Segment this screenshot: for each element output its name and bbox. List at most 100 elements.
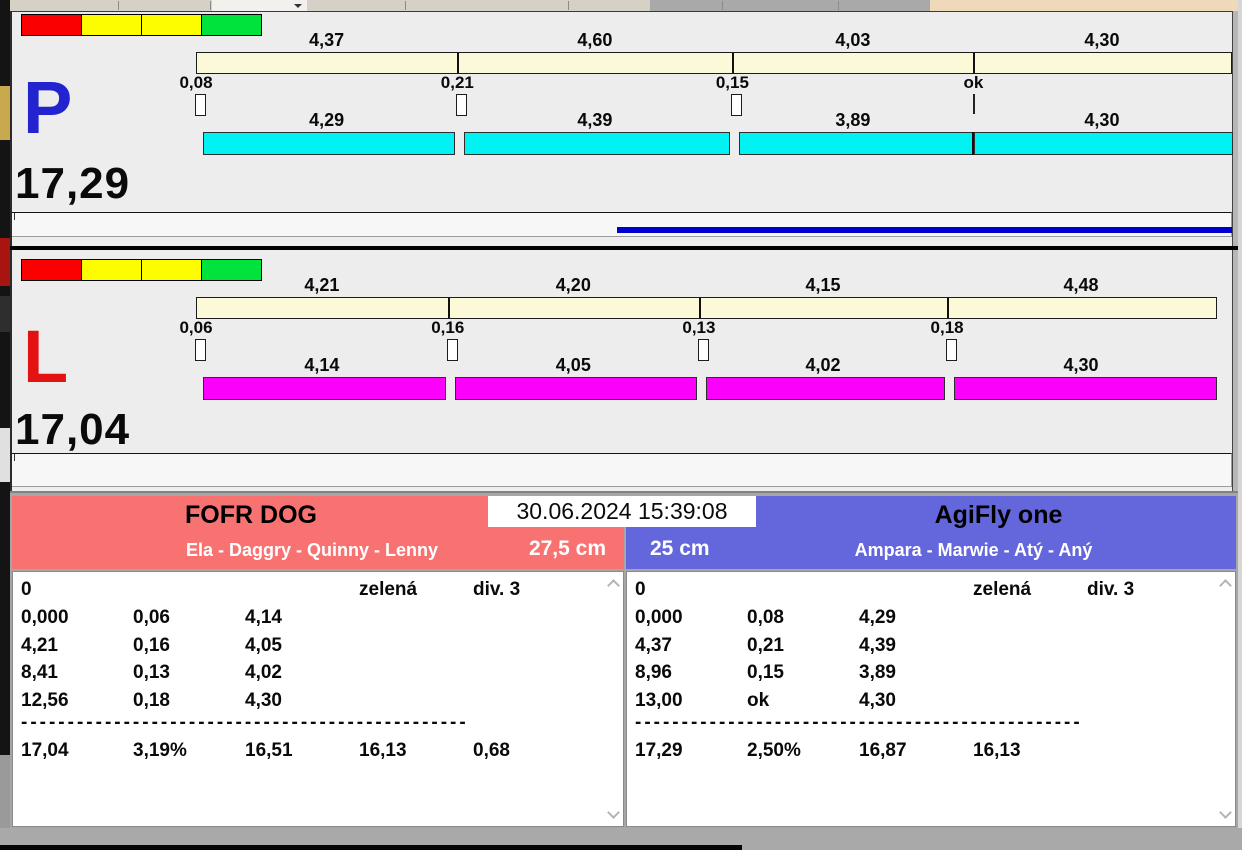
log-cell: 4,29	[859, 607, 896, 628]
split-time-label: 4,30	[1063, 355, 1099, 375]
lane-letter: P	[23, 66, 73, 149]
changeover-marker	[731, 94, 743, 116]
log-cell: 4,14	[245, 607, 282, 628]
status-light	[201, 14, 262, 36]
log-cell: 0,000	[635, 607, 683, 628]
background-window-edge	[0, 0, 10, 850]
datetime-display: 30.06.2024 15:39:08	[488, 496, 756, 527]
status-lights	[21, 259, 262, 281]
changeover-time-label: 0,18	[930, 318, 964, 337]
toolbar-separator	[118, 1, 119, 10]
log-cell: 0,18	[133, 689, 170, 711]
status-light	[201, 259, 262, 281]
toolbar-separator	[722, 1, 723, 10]
scroll-down-icon[interactable]	[607, 806, 620, 819]
changeover-marker	[946, 339, 958, 361]
toolbar-segment	[650, 0, 930, 11]
log-cell: 0,000	[21, 607, 69, 628]
timeline-strip	[12, 453, 1232, 487]
split-bar-divider	[972, 132, 975, 155]
total-time: 17,29	[15, 159, 131, 208]
team-members: Ela - Daggry - Quinny - Lenny	[185, 540, 439, 560]
split-time-label: 3,89	[835, 110, 871, 130]
log-summary-cell: 16,13	[973, 740, 1021, 761]
run-panel-p: P 4,37 4,60 4,03 4,30 0,08 0,21 0,15 ok 4,29 4,…	[10, 11, 1238, 246]
log-cell: 0,21	[747, 634, 784, 656]
strip-tick	[14, 213, 15, 220]
toolbar-separator	[838, 1, 839, 10]
changeover-time-label: 0,16	[431, 318, 465, 337]
changeover-time-label: ok	[963, 73, 984, 92]
sector-time-label: 4,37	[309, 30, 345, 50]
log-status-cell: div. 3	[1087, 579, 1135, 600]
split-time-label: 4,05	[555, 355, 591, 375]
changeover-markers	[10, 339, 1238, 361]
sector-divider	[947, 298, 950, 318]
split-bar-segment	[203, 132, 456, 155]
split-bar-segment	[705, 377, 946, 400]
split-time-label: 4,29	[309, 110, 345, 130]
result-log-left[interactable]: 0 zelená div. 3 0,000 0,06 4,14 4,21 0,16 4,05 8,…	[12, 571, 624, 827]
log-summary-cell: 16,13	[359, 740, 407, 761]
changeover-marker	[446, 339, 458, 361]
edge-fragment	[0, 428, 10, 482]
changeover-marker	[456, 94, 468, 116]
team-name: AgiFly one	[934, 501, 1063, 529]
log-cell: 4,21	[21, 634, 58, 656]
log-status-cell: zelená	[359, 579, 418, 600]
split-time-labels: 4,29 4,39 3,89 4,30	[10, 111, 1238, 133]
sector-bar	[196, 52, 1232, 74]
changeover-marker	[697, 339, 709, 361]
timing-window: P 4,37 4,60 4,03 4,30 0,08 0,21 0,15 ok 4,29 4,…	[10, 11, 1238, 839]
log-summary-cell: 17,04	[21, 740, 69, 761]
log-separator: ----------------------------------------…	[635, 712, 1083, 733]
window-border	[1232, 11, 1238, 493]
split-bar-segment	[203, 377, 446, 400]
changeover-time-label: 0,08	[179, 73, 213, 92]
sector-divider	[447, 298, 450, 318]
split-bar-segment	[974, 132, 1233, 155]
log-cell: 4,30	[859, 689, 896, 711]
log-summary-cell: 0,68	[473, 740, 510, 761]
changeover-marker	[195, 94, 206, 116]
log-summary-cell: 16,51	[245, 740, 293, 761]
lane-letter: L	[23, 315, 69, 398]
window-border	[10, 11, 1238, 12]
sector-time-label: 4,20	[555, 275, 591, 295]
split-time-label: 4,39	[577, 110, 613, 130]
split-bar-segment	[464, 132, 731, 155]
log-status-cell: 0	[635, 579, 646, 600]
sector-time-label: 4,21	[304, 275, 340, 295]
scroll-up-icon[interactable]	[1219, 579, 1232, 592]
log-cell: 0,16	[133, 634, 170, 656]
changeover-marker	[973, 94, 976, 114]
scroll-up-icon[interactable]	[607, 579, 620, 592]
window-border	[10, 11, 12, 828]
height-category: 27,5 cm	[528, 537, 606, 560]
log-cell: 8,41	[21, 662, 58, 683]
changeover-time-label: 0,06	[179, 318, 213, 337]
background-toolbar-sliver[interactable]	[10, 0, 930, 11]
height-category: 25 cm	[650, 537, 710, 560]
sector-time-label: 4,03	[835, 30, 871, 50]
scroll-down-icon[interactable]	[1219, 806, 1232, 819]
log-summary-cell: 17,29	[635, 740, 683, 761]
result-log-right[interactable]: 0 zelená div. 3 0,000 0,08 4,29 4,37 0,21 4,39 8,…	[626, 571, 1236, 827]
background-bottom-band	[0, 828, 1242, 850]
log-cell: ok	[747, 689, 770, 711]
log-cell: 12,56	[21, 689, 69, 711]
sector-time-label: 4,60	[577, 30, 613, 50]
log-cell: 4,02	[245, 662, 282, 683]
log-cell: 13,00	[635, 689, 683, 711]
panel-divider	[10, 246, 1238, 250]
changeover-time-labels: 0,08 0,21 0,15 ok	[10, 74, 1238, 96]
sector-bar	[196, 297, 1217, 319]
edge-fragment	[0, 296, 10, 332]
toolbar-separator	[405, 1, 406, 10]
edge-fragment	[0, 238, 10, 286]
results-footer: FOFR DOG Ela - Daggry - Quinny - Lenny 2…	[10, 491, 1238, 839]
sector-divider	[732, 53, 735, 73]
log-separator: ----------------------------------------…	[21, 712, 469, 733]
changeover-time-label: 0,15	[715, 73, 749, 92]
log-cell: 0,06	[133, 607, 170, 628]
